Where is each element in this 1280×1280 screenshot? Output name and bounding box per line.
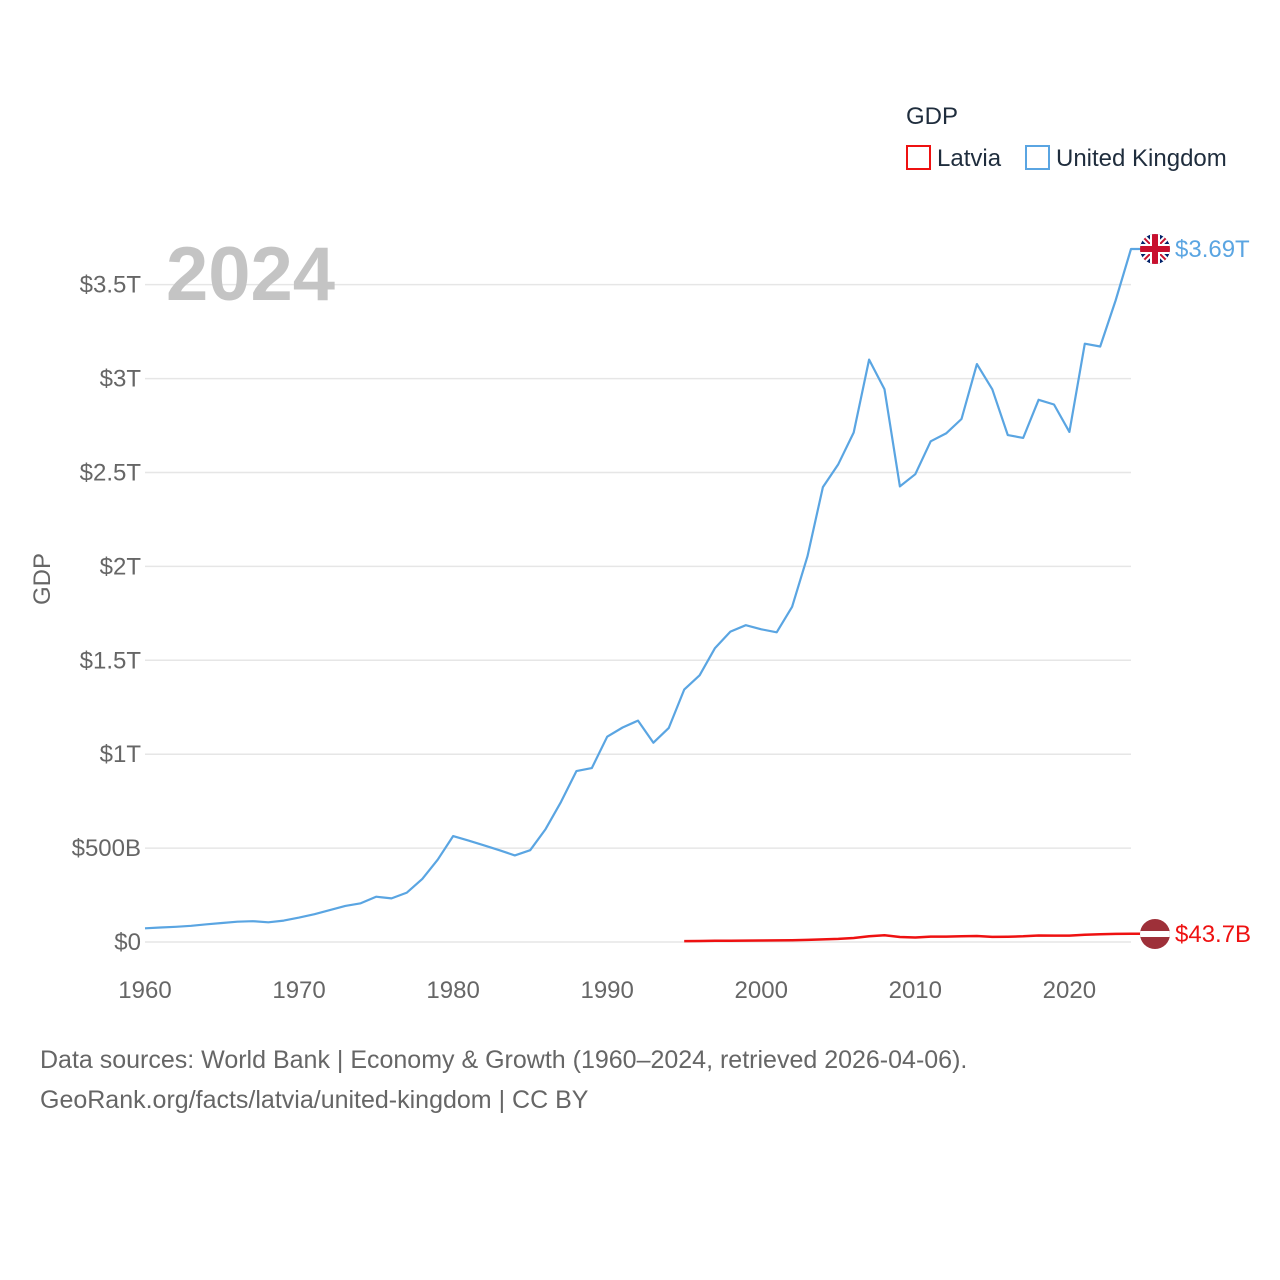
y-tick-label: $1.5T	[80, 647, 142, 674]
x-axis-ticks: 1960 1970 1980 1990 2000 2010 2020	[118, 977, 1096, 1004]
series-line-united-kingdom[interactable]	[144, 247, 1143, 930]
legend-title: GDP	[906, 103, 958, 130]
uk-flag-icon	[1140, 234, 1170, 264]
x-tick-label: 2000	[735, 977, 788, 1004]
legend: GDP Latvia United Kingdom	[906, 103, 1227, 172]
x-tick-label: 1960	[118, 977, 171, 1004]
x-tick-label: 1990	[580, 977, 633, 1004]
x-tick-label: 1980	[426, 977, 479, 1004]
y-tick-label: $2.5T	[80, 459, 142, 486]
x-tick-label: 2020	[1043, 977, 1096, 1004]
legend-label-latvia: Latvia	[937, 145, 1002, 172]
legend-item-united-kingdom[interactable]: United Kingdom	[1025, 145, 1227, 172]
y-tick-label: $2T	[100, 553, 142, 580]
source-url-text[interactable]: GeoRank.org/facts/latvia/united-kingdom …	[40, 1086, 589, 1114]
year-label: 2024	[166, 232, 335, 317]
y-tick-label: $1T	[100, 741, 142, 768]
end-label-united-kingdom: $3.69T	[1175, 236, 1250, 263]
x-tick-label: 2010	[889, 977, 942, 1004]
latvia-flag-icon	[1140, 919, 1170, 949]
y-tick-label: $3.5T	[80, 272, 142, 299]
footer: Data sources: World Bank | Economy & Gro…	[40, 1040, 1240, 1120]
end-labels: $43.7B $3.69T	[1175, 236, 1251, 948]
y-axis-ticks: $0 $500B $1T $1.5T $2T $2.5T $3T $3.5T	[72, 272, 142, 956]
gridlines	[145, 283, 1131, 943]
legend-swatch-united-kingdom	[1025, 145, 1050, 170]
x-tick-label: 1970	[272, 977, 325, 1004]
legend-swatch-latvia	[906, 145, 931, 170]
series-lines	[144, 247, 1143, 943]
y-axis-label: GDP	[29, 553, 56, 605]
y-tick-label: $500B	[72, 835, 141, 862]
legend-label-united-kingdom: United Kingdom	[1056, 145, 1227, 172]
end-label-latvia: $43.7B	[1175, 921, 1251, 948]
data-sources-text: Data sources: World Bank | Economy & Gro…	[40, 1046, 968, 1074]
y-tick-label: $0	[114, 929, 141, 956]
legend-item-latvia[interactable]: Latvia	[906, 145, 1002, 172]
series-line-latvia[interactable]	[684, 932, 1143, 943]
y-tick-label: $3T	[100, 366, 142, 393]
